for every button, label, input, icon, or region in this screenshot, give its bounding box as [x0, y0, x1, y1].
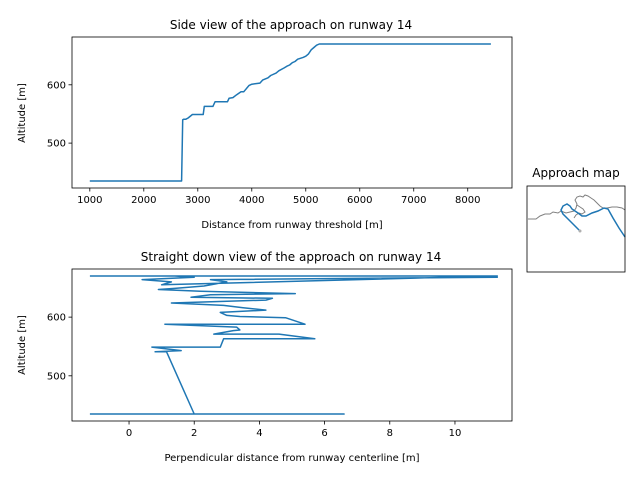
approach-map-frame [526, 185, 626, 273]
down-xtick-label: 6 [321, 428, 327, 439]
side-view-ticks: 1000 2000 3000 4000 5000 6000 7000 8000 500 600 [47, 80, 481, 206]
down-xtick-label: 4 [256, 428, 262, 439]
approach-map: Approach map [526, 166, 626, 273]
side-xtick-label: 4000 [239, 195, 264, 206]
side-xtick-label: 2000 [131, 195, 156, 206]
map-threshold-point [578, 229, 582, 233]
down-view-plot-area [89, 275, 499, 415]
side-xtick-label: 5000 [293, 195, 318, 206]
approach-map-title: Approach map [532, 166, 620, 180]
side-xtick-label: 8000 [455, 195, 480, 206]
down-xtick-label: 8 [387, 428, 393, 439]
down-view-title: Straight down view of the approach on ru… [141, 250, 441, 264]
side-ytick-label: 500 [47, 139, 66, 150]
side-ytick-label: 600 [47, 80, 66, 91]
side-view-frame [71, 36, 513, 189]
down-ytick-label: 500 [47, 371, 66, 382]
down-xtick-label: 0 [126, 428, 132, 439]
down-series-line [89, 275, 499, 415]
side-xtick-label: 7000 [401, 195, 426, 206]
down-view-frame [71, 268, 513, 422]
map-approach-track [560, 203, 626, 238]
side-view-ylabel: Altitude [m] [17, 83, 28, 143]
side-view-xlabel: Distance from runway threshold [m] [201, 220, 382, 231]
side-xtick-label: 1000 [77, 195, 102, 206]
down-view-ticks: 0 2 4 6 8 10 500 600 [47, 313, 461, 439]
side-xtick-label: 6000 [347, 195, 372, 206]
side-view-title: Side view of the approach on runway 14 [170, 18, 412, 32]
side-view-chart: Side view of the approach on runway 14 1… [17, 18, 513, 231]
side-xtick-label: 3000 [185, 195, 210, 206]
down-view-xlabel: Perpendicular distance from runway cente… [164, 453, 419, 464]
side-series-line [89, 43, 491, 182]
side-view-plot-area [89, 43, 491, 182]
map-coast-detail [573, 204, 586, 219]
approach-map-plot-area [528, 194, 626, 238]
down-view-ylabel: Altitude [m] [17, 315, 28, 375]
down-xtick-label: 10 [449, 428, 462, 439]
down-ytick-label: 600 [47, 313, 66, 324]
down-xtick-label: 2 [191, 428, 197, 439]
down-view-chart: Straight down view of the approach on ru… [17, 250, 513, 464]
